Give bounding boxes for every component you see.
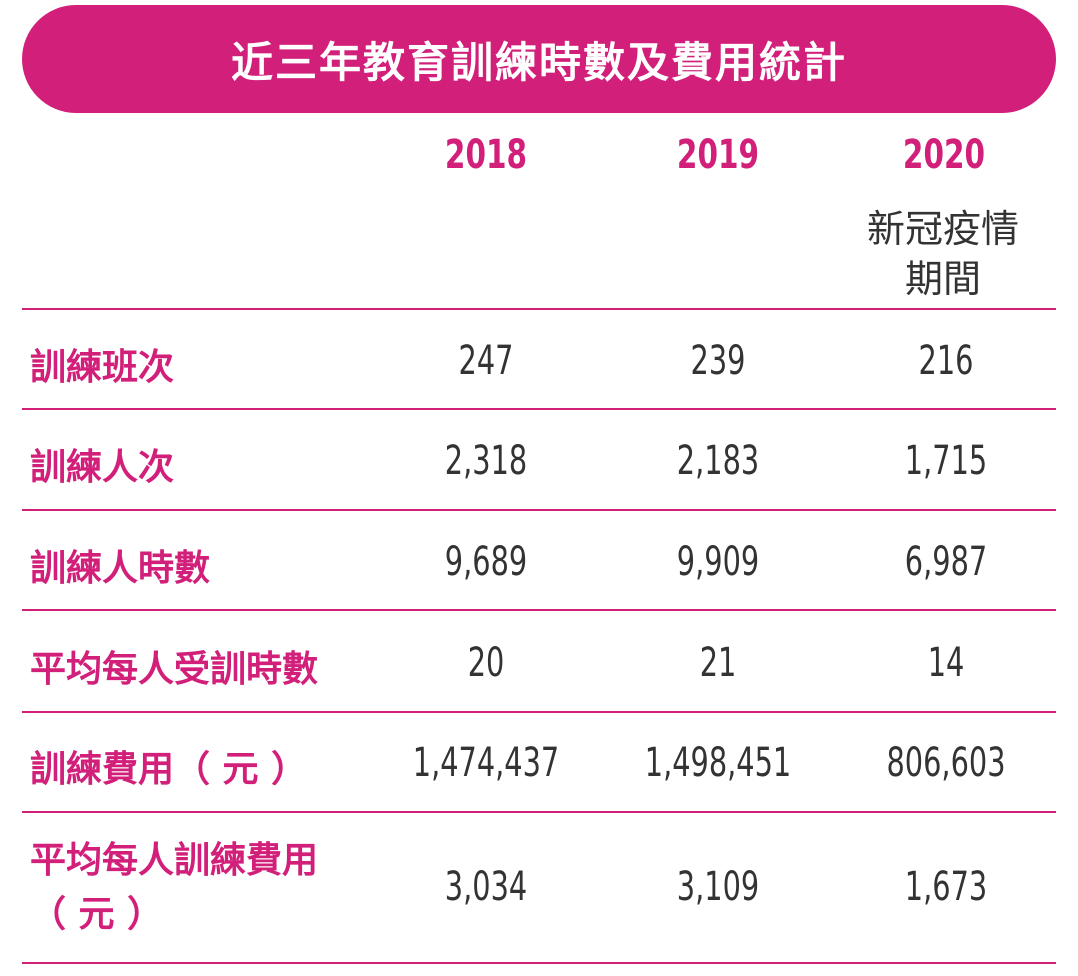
- year-header-2020: 2020: [902, 132, 986, 178]
- year-header-2019: 2019: [676, 132, 760, 178]
- row-label-person-hours: 訓練人時數: [30, 548, 211, 589]
- covid-note-line-2: 期間: [904, 257, 981, 301]
- cell-person-hours-2019: 9,909: [676, 539, 760, 585]
- row-label-avg-cost: 平均每人訓練費用 （ 元 ）: [30, 834, 318, 942]
- row-divider: [22, 408, 1056, 410]
- cell-avg-hours-2019: 21: [699, 640, 737, 686]
- row-divider: [22, 609, 1056, 611]
- cell-training-cost-2019: 1,498,451: [644, 740, 792, 786]
- cell-person-hours-2020: 6,987: [904, 539, 988, 585]
- cell-trainees-2020: 1,715: [904, 438, 988, 484]
- covid-note-line-1: 新冠疫情: [866, 207, 1019, 251]
- row-divider: [22, 509, 1056, 511]
- row-divider: [22, 811, 1056, 813]
- cell-trainees-2019: 2,183: [676, 438, 760, 484]
- header-divider: [22, 308, 1056, 310]
- cell-avg-cost-2018: 3,034: [444, 864, 528, 910]
- row-label-avg-cost-line-1: 平均每人訓練費用: [30, 840, 319, 881]
- cell-training-cost-2018: 1,474,437: [412, 740, 560, 786]
- year-header-2018: 2018: [444, 132, 528, 178]
- table-bottom-rule: [22, 962, 1056, 964]
- cell-classes-2019: 239: [690, 338, 746, 384]
- cell-avg-cost-2020: 1,673: [904, 864, 988, 910]
- row-label-training-cost: 訓練費用（ 元 ）: [30, 749, 308, 790]
- row-label-classes: 訓練班次: [30, 347, 175, 388]
- cell-training-cost-2020: 806,603: [886, 740, 1006, 786]
- cell-avg-hours-2020: 14: [927, 640, 965, 686]
- cell-person-hours-2018: 9,689: [444, 539, 528, 585]
- row-divider: [22, 711, 1056, 713]
- cell-classes-2018: 247: [458, 338, 514, 384]
- title-banner: 近三年教育訓練時數及費用統計: [22, 5, 1056, 113]
- cell-avg-cost-2019: 3,109: [676, 864, 760, 910]
- cell-classes-2020: 216: [918, 338, 974, 384]
- row-label-avg-hours: 平均每人受訓時數: [30, 649, 319, 690]
- row-label-trainees: 訓練人次: [30, 447, 175, 488]
- table-title: 近三年教育訓練時數及費用統計: [230, 37, 847, 87]
- row-label-avg-cost-line-2: （ 元 ）: [30, 894, 164, 935]
- covid-period-note: 新冠疫情 期間: [838, 204, 1048, 304]
- cell-avg-hours-2018: 20: [467, 640, 505, 686]
- cell-trainees-2018: 2,318: [444, 438, 528, 484]
